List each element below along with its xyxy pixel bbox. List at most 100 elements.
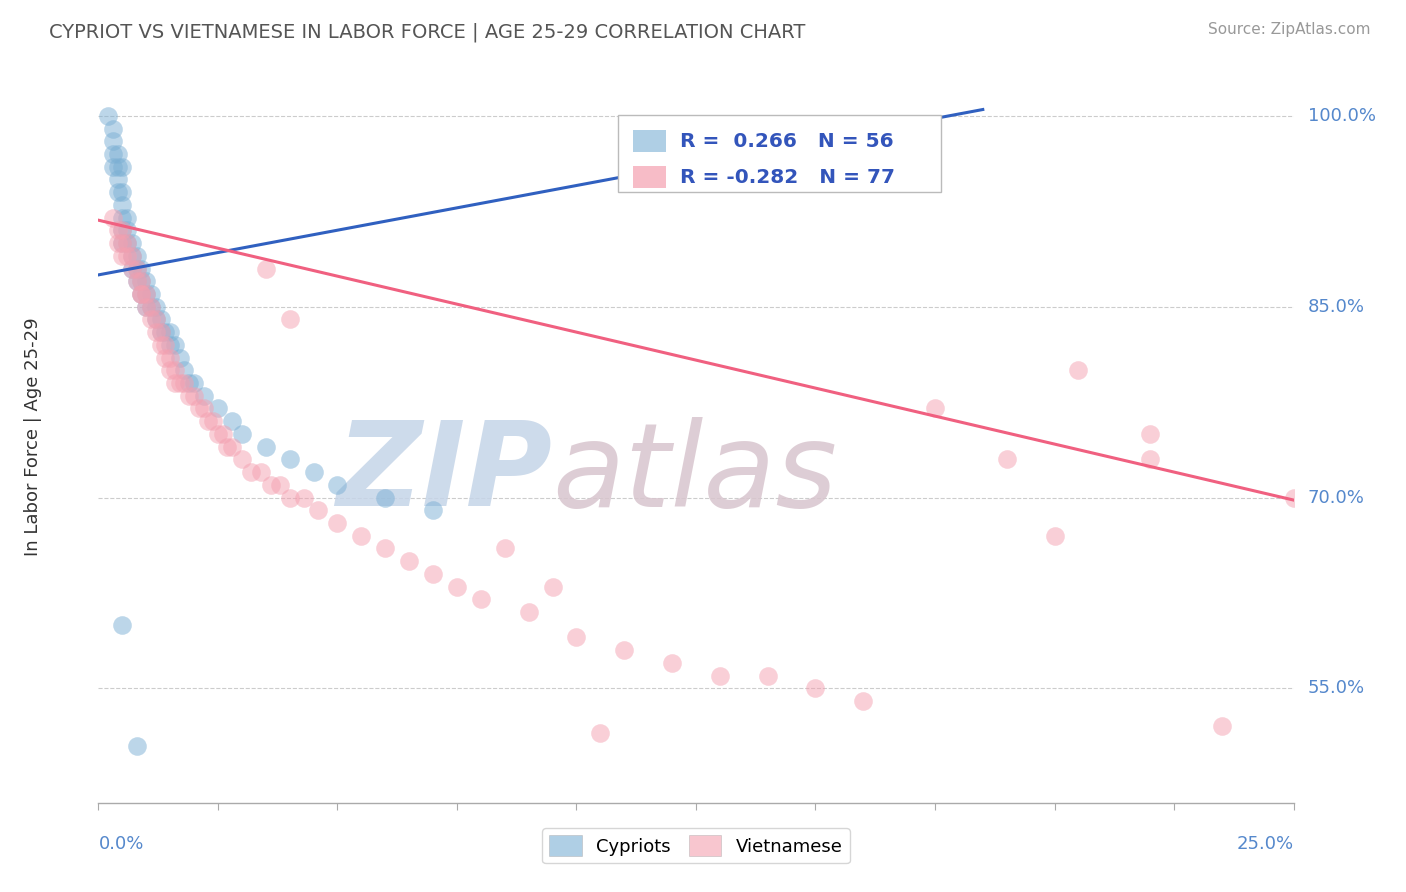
Point xyxy=(131,287,153,301)
Point xyxy=(125,739,148,753)
Point xyxy=(155,325,177,339)
Point xyxy=(111,185,134,199)
Point xyxy=(125,274,148,288)
Point xyxy=(183,376,205,390)
Point xyxy=(259,477,281,491)
Point xyxy=(121,261,143,276)
Point xyxy=(173,363,195,377)
Point xyxy=(211,426,233,441)
Point xyxy=(107,223,129,237)
Point xyxy=(179,389,201,403)
Point xyxy=(139,300,162,314)
Point xyxy=(115,236,138,251)
Point xyxy=(121,236,143,251)
Point xyxy=(517,605,540,619)
Point xyxy=(111,236,134,251)
Text: 25.0%: 25.0% xyxy=(1236,835,1294,853)
Point xyxy=(398,554,420,568)
Point xyxy=(231,426,253,441)
Point xyxy=(115,211,138,225)
Point xyxy=(125,261,148,276)
Point xyxy=(131,261,153,276)
Point xyxy=(125,261,148,276)
Point xyxy=(326,477,349,491)
Point xyxy=(1211,719,1233,733)
Point xyxy=(101,147,124,161)
Point xyxy=(1139,452,1161,467)
Point xyxy=(131,287,153,301)
Point xyxy=(101,121,124,136)
Point xyxy=(111,160,134,174)
Point xyxy=(107,236,129,251)
Point xyxy=(107,147,129,161)
Bar xyxy=(633,166,666,188)
Text: R = -0.282   N = 77: R = -0.282 N = 77 xyxy=(681,168,896,186)
Point xyxy=(240,465,263,479)
Point xyxy=(565,631,588,645)
Point xyxy=(149,325,172,339)
Point xyxy=(163,363,186,377)
Point xyxy=(173,376,195,390)
Point xyxy=(135,300,157,314)
Point xyxy=(159,351,181,365)
Point xyxy=(131,274,153,288)
Point xyxy=(924,401,946,416)
Point xyxy=(292,491,315,505)
Text: 85.0%: 85.0% xyxy=(1308,298,1365,316)
Point xyxy=(852,694,875,708)
Point xyxy=(121,249,143,263)
FancyBboxPatch shape xyxy=(619,115,941,192)
Point xyxy=(1043,529,1066,543)
Point xyxy=(101,160,124,174)
Point xyxy=(709,668,731,682)
Point xyxy=(494,541,516,556)
Point xyxy=(221,414,243,428)
Point xyxy=(115,223,138,237)
Text: ZIP: ZIP xyxy=(336,417,553,531)
Text: 70.0%: 70.0% xyxy=(1308,489,1365,507)
Point xyxy=(159,363,181,377)
Point xyxy=(193,401,215,416)
Point xyxy=(307,503,329,517)
Point xyxy=(350,529,373,543)
Point xyxy=(422,566,444,581)
Point xyxy=(169,351,191,365)
Text: atlas: atlas xyxy=(553,417,838,531)
Point xyxy=(589,726,612,740)
Point xyxy=(101,134,124,148)
Point xyxy=(97,109,120,123)
Point xyxy=(163,376,186,390)
Point xyxy=(139,312,162,326)
Point xyxy=(207,426,229,441)
Point xyxy=(115,236,138,251)
Point xyxy=(804,681,827,696)
Point xyxy=(217,440,239,454)
Point xyxy=(187,401,209,416)
Bar xyxy=(633,130,666,153)
Point xyxy=(278,452,301,467)
Point xyxy=(139,300,162,314)
Point xyxy=(149,312,172,326)
Point xyxy=(756,668,779,682)
Point xyxy=(613,643,636,657)
Point xyxy=(221,440,243,454)
Point xyxy=(111,223,134,237)
Text: In Labor Force | Age 25-29: In Labor Force | Age 25-29 xyxy=(24,318,42,557)
Point xyxy=(115,249,138,263)
Point xyxy=(374,541,396,556)
Point xyxy=(179,376,201,390)
Point xyxy=(135,287,157,301)
Point xyxy=(107,160,129,174)
Point xyxy=(661,656,683,670)
Point xyxy=(121,249,143,263)
Point xyxy=(111,617,134,632)
Text: 100.0%: 100.0% xyxy=(1308,107,1376,125)
Point xyxy=(149,325,172,339)
Legend: Cypriots, Vietnamese: Cypriots, Vietnamese xyxy=(543,828,849,863)
Point xyxy=(111,198,134,212)
Point xyxy=(135,300,157,314)
Point xyxy=(1067,363,1090,377)
Point xyxy=(1282,491,1305,505)
Point xyxy=(374,491,396,505)
Point xyxy=(1139,426,1161,441)
